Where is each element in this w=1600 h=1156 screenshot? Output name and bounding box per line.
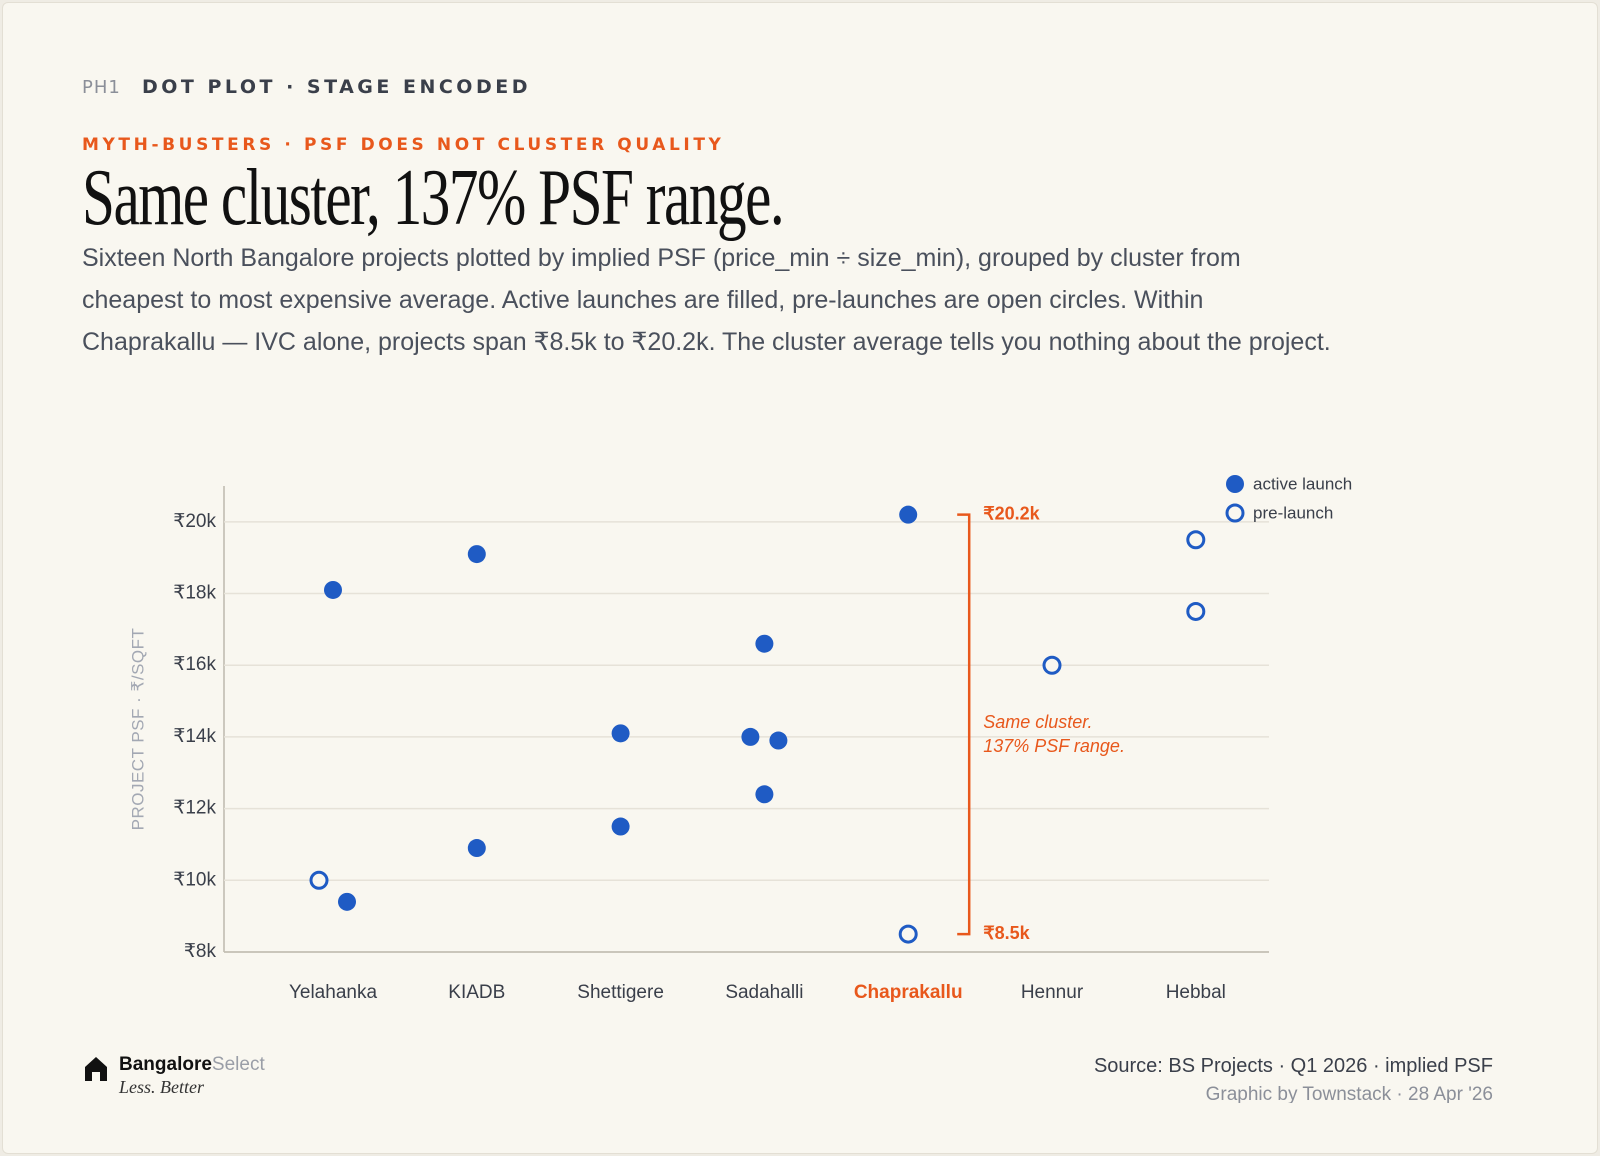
- x-tick-label: Sadahalli: [725, 982, 803, 1003]
- y-tick-label: ₹8k: [184, 941, 217, 962]
- range-label: ₹20.2k: [983, 503, 1040, 523]
- dot: [741, 727, 760, 746]
- dot: [611, 724, 630, 743]
- subtitle: Sixteen North Bangalore projects plotted…: [82, 244, 1331, 356]
- dot-open: [1186, 530, 1206, 550]
- y-tick-label: ₹14k: [173, 726, 216, 747]
- y-tick-label: ₹16k: [173, 654, 216, 675]
- y-tick-label: ₹20k: [173, 511, 216, 532]
- annotation-text: 137% PSF range.: [983, 736, 1125, 756]
- tagline: Less. Better: [119, 1077, 204, 1097]
- x-tick-label: Hennur: [1021, 982, 1084, 1003]
- range-bracket: [957, 513, 971, 936]
- x-tick-label: Chaprakallu: [854, 982, 963, 1003]
- source-block: Source: BS Projects · Q1 2026 · implied …: [793, 1055, 1493, 1103]
- y-axis-label: PROJECT PSF · ₹/SQFT: [128, 628, 147, 831]
- y-tick-label: ₹10k: [173, 869, 216, 890]
- chart-kind: DOT PLOT · STAGE ENCODED: [142, 76, 531, 98]
- dot: [611, 817, 630, 836]
- dot: [338, 892, 356, 911]
- x-tick-label: Yelahanka: [289, 982, 377, 1003]
- tag: PH1: [82, 77, 121, 98]
- dot: [755, 785, 774, 804]
- dot: [899, 505, 918, 524]
- range-label: ₹8.5k: [983, 923, 1030, 943]
- legend-swatch: [1225, 503, 1245, 523]
- dot-open: [898, 924, 918, 944]
- brand-icon: [85, 1057, 107, 1081]
- brand-suffix: Select: [211, 1054, 265, 1075]
- credit: Graphic by Townstack · 28 Apr '26: [1205, 1084, 1493, 1103]
- x-tick-label: KIADB: [448, 982, 505, 1003]
- chart-title: Same cluster, 137% PSF range.: [82, 154, 785, 242]
- x-tick-label: Hebbal: [1166, 982, 1226, 1003]
- legend-label: active launch: [1253, 474, 1352, 493]
- brand-name: Bangalore: [119, 1054, 212, 1075]
- dot: [769, 731, 788, 750]
- dot-open: [1042, 655, 1062, 675]
- dot: [467, 545, 486, 564]
- y-tick-label: ₹12k: [173, 798, 216, 819]
- dot: [324, 580, 342, 599]
- brand: BangaloreSelect Less. Better: [83, 1053, 483, 1103]
- y-tick-label: ₹18k: [173, 583, 216, 604]
- chart: ₹8k ₹10k ₹12k ₹14k ₹16k ₹18k ₹20k PROJECT PSF ·…: [128, 474, 1352, 1003]
- dot-open: [309, 870, 329, 890]
- kicker: MYTH-BUSTERS · PSF DOES NOT CLUSTER QUAL…: [82, 135, 725, 155]
- annotation-text: Same cluster.: [983, 712, 1092, 732]
- dot: [755, 634, 774, 653]
- legend-label: pre-launch: [1253, 503, 1333, 522]
- source: Source: BS Projects · Q1 2026 · implied …: [1093, 1055, 1493, 1077]
- legend-swatch: [1226, 475, 1244, 493]
- dot-open: [1186, 601, 1206, 621]
- dot: [467, 839, 486, 858]
- x-tick-label: Shettigere: [577, 982, 664, 1003]
